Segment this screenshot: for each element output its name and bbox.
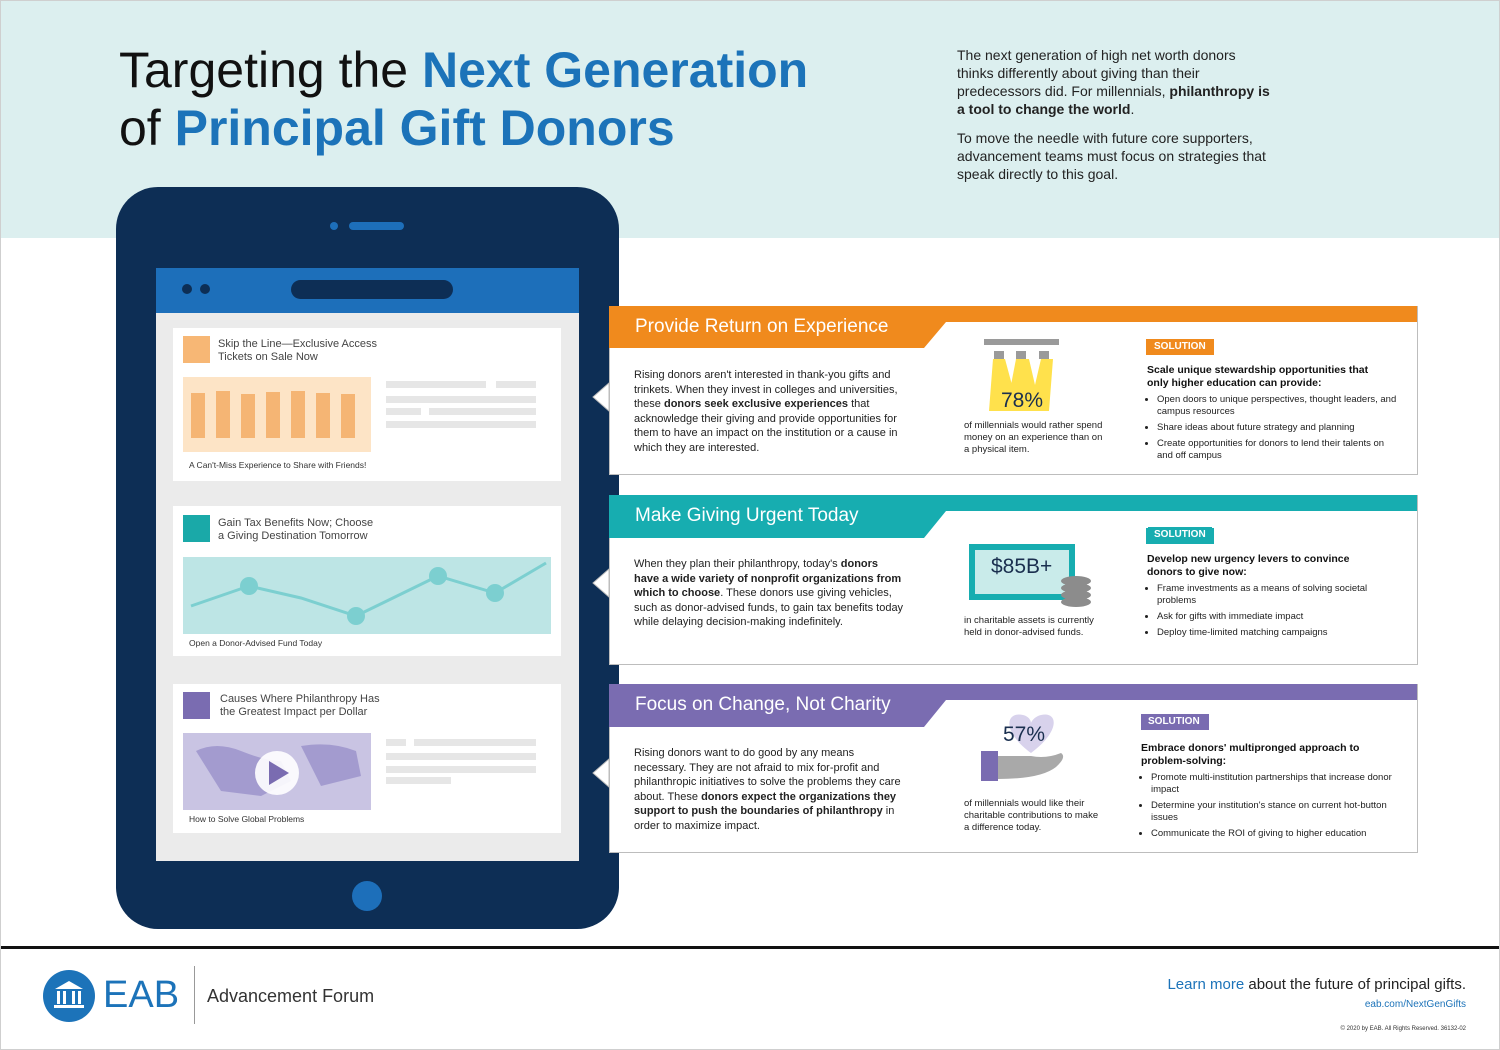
title-line: Targeting the Next Generation: [119, 41, 808, 99]
card-caption: How to Solve Global Problems: [189, 814, 305, 824]
text-run: Principal Gift Donors: [174, 100, 675, 156]
tablet-home-button: [352, 881, 382, 911]
browser-dot: [182, 284, 192, 294]
stat: $85B+: [991, 555, 1053, 578]
bullet: Share ideas about future strategy and pl…: [1157, 422, 1402, 434]
logo-mark: [43, 970, 95, 1022]
tablet-speaker: [349, 222, 404, 230]
solution-bullets: Frame investments as a means of solving …: [1147, 583, 1402, 643]
intro-paragraph: To move the needle with future core supp…: [957, 129, 1272, 183]
card-1-art: [173, 328, 561, 481]
title: Targeting the Next Generation of Princip…: [119, 41, 808, 157]
text-run: Learn more: [1167, 976, 1245, 993]
text-run: Rising donors want to do good by any mea…: [634, 747, 901, 803]
solution-bullets: Promote multi-institution partnerships t…: [1141, 772, 1396, 844]
card-headline: Causes Where Philanthropy Has the Greate…: [220, 693, 380, 718]
solution-label: SOLUTION: [1148, 527, 1212, 542]
text-run: Targeting the: [119, 42, 422, 98]
section-2-frame: [592, 495, 1418, 665]
bullet: Deploy time-limited matching campaigns: [1157, 627, 1402, 639]
bullet: Determine your institution's stance on c…: [1151, 800, 1396, 824]
solution-title: Embrace donors' multipronged approach to…: [1141, 742, 1360, 767]
text-run: Rising donors aren't interested in thank…: [634, 369, 898, 410]
text-run: . These donors use giving vehicles, such…: [634, 587, 904, 628]
learn-more: Learn more about the future of principal…: [1167, 976, 1466, 993]
stat-caption: of millennials would rather spend money …: [964, 420, 1103, 455]
solution-label: SOLUTION: [1148, 339, 1212, 354]
browser-dot: [200, 284, 210, 294]
section-1-frame: [592, 306, 1418, 475]
solution-title: Scale unique stewardship opportunities t…: [1147, 364, 1369, 389]
section-body: Rising donors aren't interested in thank…: [634, 368, 906, 455]
text-run: When they plan their philanthropy, today…: [634, 558, 841, 570]
text-run: donors expect the organizations they sup…: [634, 790, 897, 818]
stat-caption: of millennials would like their charitab…: [964, 798, 1099, 833]
intro: The next generation of high net worth do…: [957, 46, 1272, 194]
bullet: Create opportunities for donors to lend …: [1157, 438, 1402, 462]
section-heading: Focus on Change, Not Charity: [635, 694, 891, 715]
text-run: To move the needle with future core supp…: [957, 130, 1266, 182]
section-heading: Provide Return on Experience: [635, 316, 889, 337]
text-run: about the future of principal gifts.: [1244, 976, 1466, 993]
text-run: .: [1130, 101, 1135, 117]
text-run: The next generation of high net worth do…: [957, 47, 1236, 99]
solution-label: SOLUTION: [1142, 714, 1206, 729]
intro-paragraph: The next generation of high net worth do…: [957, 46, 1272, 118]
card-headline: Skip the Line—Exclusive Access Tickets o…: [218, 338, 377, 363]
url: eab.com/NextGenGifts: [1364, 999, 1466, 1010]
card-2-art: [173, 506, 561, 656]
card-headline: Gain Tax Benefits Now; Choose a Giving D…: [218, 517, 374, 542]
section-body: Rising donors want to do good by any mea…: [634, 746, 906, 833]
text-run: that acknowledge their giving and provid…: [634, 398, 898, 454]
stat: 78%: [1001, 389, 1044, 412]
section-heading: Make Giving Urgent Today: [635, 505, 859, 526]
bullet: Communicate the ROI of giving to higher …: [1151, 828, 1396, 840]
browser-url-bar: [291, 280, 453, 299]
card-caption: A Can't-Miss Experience to Share with Fr…: [189, 460, 367, 470]
solution-title: Develop new urgency levers to convince d…: [1147, 553, 1350, 578]
text-run: philanthropy is a tool to change the wor…: [957, 83, 1270, 117]
solution-bullets: Open doors to unique perspectives, thoug…: [1147, 394, 1402, 466]
stat-caption: in charitable assets is currently held i…: [964, 615, 1094, 638]
tablet-camera: [330, 222, 338, 230]
text-run: of: [119, 100, 175, 156]
section-body: When they plan their philanthropy, today…: [634, 557, 906, 630]
text-run: Next Generation: [421, 42, 809, 98]
text-run: donors seek exclusive experiences: [663, 398, 849, 410]
title-line: of Principal Gift Donors: [119, 99, 808, 157]
bullet: Open doors to unique perspectives, thoug…: [1157, 394, 1402, 418]
bullet: Promote multi-institution partnerships t…: [1151, 772, 1396, 796]
copyright: © 2020 by EAB. All Rights Reserved. 3613…: [1340, 1026, 1467, 1032]
logo-text: EAB: [103, 974, 180, 1016]
bullet: Frame investments as a means of solving …: [1157, 583, 1402, 607]
text-run: in order to maximize impact.: [634, 805, 895, 832]
text-run: donors have a wide variety of nonprofit …: [634, 558, 902, 599]
logo-columns: [54, 981, 84, 1008]
forum-name: Advancement Forum: [207, 986, 375, 1006]
footer-rule: [1, 946, 1499, 949]
card-3-art: [173, 684, 561, 833]
bullet: Ask for gifts with immediate impact: [1157, 611, 1402, 623]
logo-divider: [194, 966, 195, 1024]
card-caption: Open a Donor-Advised Fund Today: [189, 638, 323, 648]
stat: 57%: [1003, 723, 1046, 746]
